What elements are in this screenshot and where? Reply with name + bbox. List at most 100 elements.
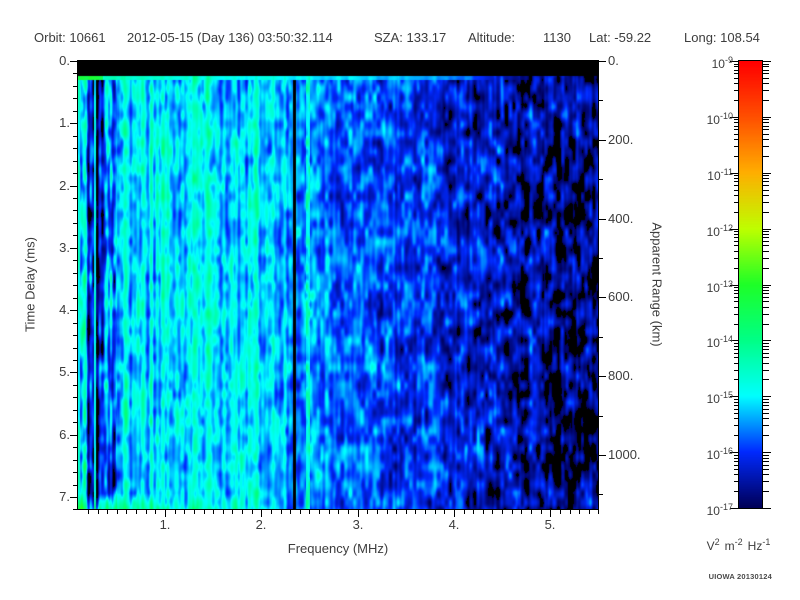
axis-tick [763, 195, 769, 196]
axis-tick [763, 234, 769, 235]
axis-tick [73, 111, 77, 112]
axis-tick [730, 61, 738, 62]
axis-tick [73, 410, 77, 411]
axis-tick [570, 510, 571, 514]
axis-tick [734, 357, 738, 358]
header-field-datetime: 2012-05-15 (Day 136) 03:50:32.114 [127, 30, 333, 45]
axis-tick [734, 297, 738, 298]
tick-label: 200. [608, 132, 634, 147]
axis-tick [763, 418, 769, 419]
axis-tick [734, 465, 738, 466]
axis-tick [73, 98, 77, 99]
axis-tick [734, 212, 738, 213]
tick-label: 1. [159, 517, 171, 532]
axis-tick [763, 346, 769, 347]
axis-tick [734, 418, 738, 419]
axis-tick [730, 117, 738, 118]
axis-tick [483, 510, 484, 514]
axis-tick [734, 474, 738, 475]
axis-tick [599, 376, 606, 377]
axis-tick [763, 231, 769, 232]
axis-tick [763, 396, 771, 397]
axis-tick [734, 343, 738, 344]
axis-tick [73, 348, 77, 349]
axis-tick [73, 360, 77, 361]
axis-tick [763, 409, 769, 410]
axis-tick [734, 458, 738, 459]
tick-label: 5. [544, 517, 556, 532]
axis-tick [730, 173, 738, 174]
axis-tick [73, 173, 77, 174]
axis-tick [763, 129, 769, 130]
tick-label: 3. [352, 517, 364, 532]
axis-tick [763, 287, 769, 288]
axis-tick [734, 175, 738, 176]
axis-tick [599, 337, 603, 338]
axis-tick [734, 268, 738, 269]
axis-tick [73, 397, 77, 398]
axis-tick [70, 186, 77, 187]
axis-tick [734, 349, 738, 350]
axis-tick [98, 510, 99, 514]
axis-tick [763, 173, 771, 174]
axis-tick [730, 452, 738, 453]
axis-tick [73, 161, 77, 162]
axis-tick [550, 510, 551, 517]
axis-tick [599, 219, 606, 220]
axis-tick [88, 510, 89, 514]
axis-tick [107, 510, 108, 514]
axis-tick [70, 123, 77, 124]
axis-tick [73, 485, 77, 486]
axis-tick [73, 273, 77, 274]
axis-tick [73, 460, 77, 461]
axis-tick [763, 139, 769, 140]
axis-tick [763, 435, 769, 436]
axis-tick [232, 510, 233, 514]
axis-tick [734, 405, 738, 406]
axis-tick [763, 469, 769, 470]
axis-tick [763, 134, 769, 135]
axis-tick [73, 136, 77, 137]
axis-tick [763, 413, 769, 414]
axis-tick [734, 100, 738, 101]
axis-tick [734, 324, 738, 325]
axis-tick [763, 70, 769, 71]
unit-segment: m-2 [724, 537, 743, 553]
axis-tick [763, 202, 769, 203]
axis-tick [473, 510, 474, 514]
axis-tick [763, 297, 769, 298]
axis-tick [730, 229, 738, 230]
colorbar-frame [738, 60, 763, 509]
axis-tick [425, 510, 426, 514]
header-field-sza: SZA: 133.17 [374, 30, 447, 45]
axis-tick [734, 202, 738, 203]
axis-tick [734, 370, 738, 371]
axis-tick [73, 472, 77, 473]
tick-label: 2. [255, 517, 267, 532]
axis-tick [763, 100, 769, 101]
axis-tick [734, 251, 738, 252]
axis-tick [73, 198, 77, 199]
axis-tick [763, 156, 769, 157]
axis-tick [763, 229, 771, 230]
axis-tick [73, 148, 77, 149]
axis-tick [763, 83, 769, 84]
header-field-orbit: Orbit: 10661 [34, 30, 106, 45]
tick-label: 10-16 [706, 446, 733, 462]
axis-tick [70, 61, 77, 62]
y2-axis-title: Apparent Range (km) [649, 222, 665, 347]
axis-tick [512, 510, 513, 514]
axis-tick [73, 323, 77, 324]
axis-tick [734, 73, 738, 74]
axis-tick [73, 73, 77, 74]
axis-tick [734, 237, 738, 238]
tick-label: 10-9 [711, 55, 733, 71]
axis-tick [579, 510, 580, 514]
axis-tick [763, 122, 769, 123]
axis-tick [73, 285, 77, 286]
axis-tick [763, 370, 769, 371]
axis-tick [73, 447, 77, 448]
axis-tick [734, 402, 738, 403]
axis-tick [734, 363, 738, 364]
tick-label: 400. [608, 211, 634, 226]
